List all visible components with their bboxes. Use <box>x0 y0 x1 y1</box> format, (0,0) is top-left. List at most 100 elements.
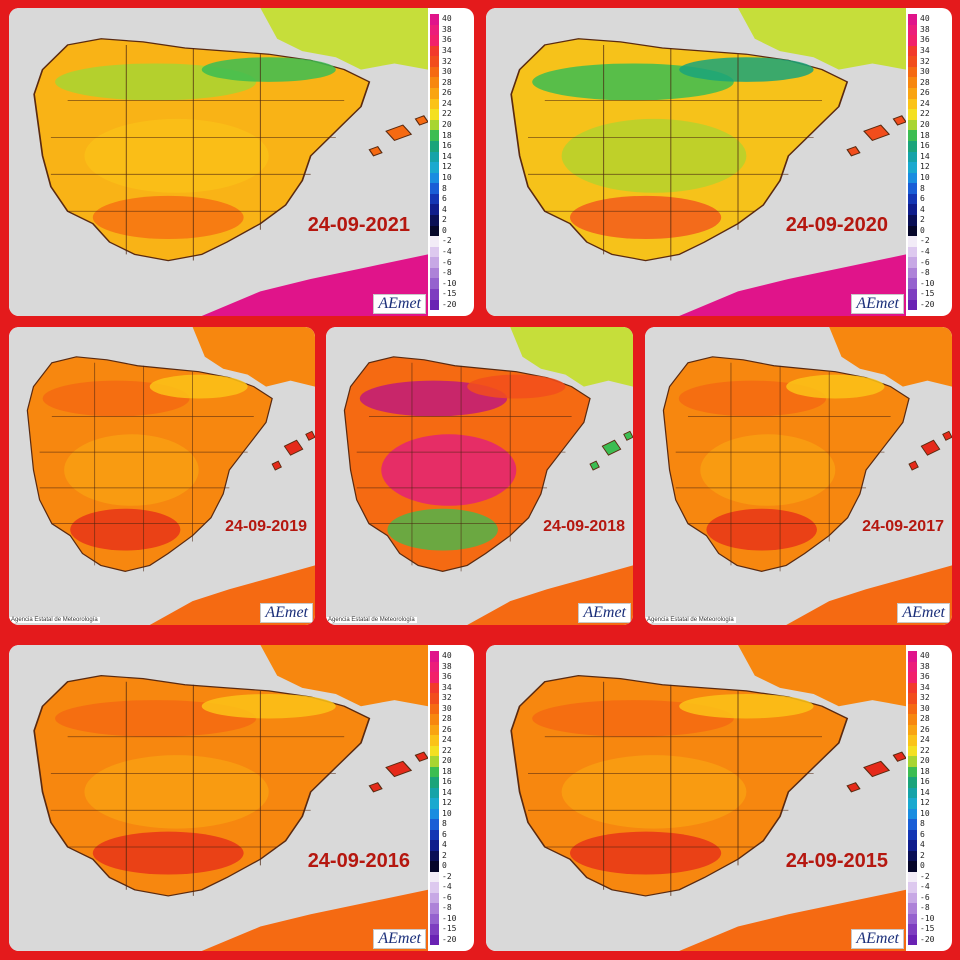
legend-value: 12 <box>920 162 930 172</box>
legend-value: 14 <box>442 151 452 161</box>
legend-swatch <box>430 777 439 788</box>
legend-row: 6 <box>430 193 470 205</box>
legend-swatch <box>908 130 917 141</box>
southern-patch <box>70 508 181 551</box>
legend-value: 30 <box>442 703 452 713</box>
legend-value: -15 <box>920 289 935 299</box>
legend-row: 2 <box>908 214 948 226</box>
agency-credit: Agencia Estatal de Meteorología <box>645 617 736 623</box>
legend-row: -4 <box>430 882 470 893</box>
legend-value: 8 <box>920 183 925 193</box>
legend-row: 2 <box>908 850 948 861</box>
legend-value: 18 <box>920 766 930 776</box>
legend-row: 18 <box>908 130 948 141</box>
legend-row: 36 <box>430 672 470 683</box>
legend-row: -8 <box>908 267 948 279</box>
legend-swatch <box>908 903 917 914</box>
legend-value: 28 <box>920 714 930 724</box>
temperature-map: 24-09-2015 AEmet <box>486 645 906 951</box>
map-panel: 24-09-2019 Agencia Estatal de Meteorologí… <box>9 327 315 625</box>
legend-swatch <box>430 840 439 851</box>
legend-swatch <box>430 903 439 914</box>
legend-row: -10 <box>430 278 470 290</box>
legend-swatch <box>430 766 439 777</box>
legend-value: 20 <box>442 756 452 766</box>
legend-row: 38 <box>430 661 470 672</box>
pyrenees-band <box>679 57 814 82</box>
central-patch <box>84 755 269 829</box>
iberia-map-svg <box>33 645 428 951</box>
legend-swatch <box>908 714 917 725</box>
legend-row: 20 <box>908 119 948 131</box>
balearic-island <box>414 751 428 762</box>
temperature-map: 24-09-2019 Agencia Estatal de Meteorologí… <box>9 327 315 625</box>
southern-patch <box>570 831 722 875</box>
temperature-legend: 40 38 36 34 32 30 28 26 24 22 20 18 16 14 12 10 8 6 4 2 0 -2-… <box>430 14 470 311</box>
legend-swatch <box>430 45 439 57</box>
temperature-map: 24-09-2018 Agencia Estatal de Meteorologí… <box>326 327 633 625</box>
legend-row: 18 <box>430 766 470 777</box>
legend-value: 36 <box>442 35 452 45</box>
legend-swatch <box>430 236 439 247</box>
legend-value: 12 <box>442 162 452 172</box>
balearic-island <box>601 439 622 456</box>
legend-row: 36 <box>430 35 470 46</box>
legend-row: -2 <box>908 871 948 882</box>
legend-value: -20 <box>920 934 935 944</box>
france-region <box>192 327 315 387</box>
legend-row: 40 <box>430 14 470 25</box>
legend-value: 0 <box>442 225 447 235</box>
aemet-logo: AEmet <box>260 603 313 623</box>
legend-row: 12 <box>908 162 948 173</box>
legend-swatch <box>430 756 439 767</box>
legend-swatch <box>430 172 439 184</box>
legend-value: 28 <box>920 77 930 87</box>
legend-value: 36 <box>920 35 930 45</box>
legend-value: 22 <box>442 109 452 119</box>
legend-value: -20 <box>442 299 457 309</box>
date-label: 24-09-2021 <box>307 214 410 236</box>
legend-value: 20 <box>442 120 452 130</box>
legend-swatch <box>908 724 917 735</box>
legend-swatch <box>430 299 439 311</box>
legend-swatch <box>430 829 439 840</box>
temperature-map: 24-09-2016 AEmet <box>9 645 428 951</box>
legend-value: 12 <box>442 798 452 808</box>
legend-value: 34 <box>442 46 452 56</box>
legend-swatch <box>908 45 917 57</box>
legend-swatch <box>430 651 439 662</box>
legend-swatch <box>430 162 439 173</box>
balearic-island <box>414 115 428 126</box>
legend-row: 30 <box>908 703 948 714</box>
legend-swatch <box>908 661 917 672</box>
legend-value: 20 <box>920 756 930 766</box>
iberia-map-svg <box>343 327 633 625</box>
legend-swatch <box>430 661 439 672</box>
legend-swatch <box>430 934 439 945</box>
legend-swatch <box>430 77 439 89</box>
legend-row: -20 <box>430 299 470 311</box>
legend-row: 20 <box>430 119 470 131</box>
legend-row: 24 <box>908 735 948 746</box>
temperature-legend: 40 38 36 34 32 30 28 26 24 22 20 18 16 14 12 10 8 6 4 2 0 -2-… <box>908 14 948 311</box>
legend-swatch <box>908 871 917 882</box>
legend-swatch <box>430 924 439 935</box>
legend-swatch <box>908 172 917 184</box>
legend-value: 24 <box>442 735 452 745</box>
legend-row: 12 <box>430 798 470 809</box>
pyrenees-band <box>149 374 248 399</box>
legend-value: -10 <box>920 278 935 288</box>
legend-swatch <box>430 214 439 226</box>
central-patch <box>561 755 747 829</box>
legend-row: -15 <box>908 924 948 935</box>
legend-swatch <box>430 703 439 714</box>
legend-value: 40 <box>442 651 452 661</box>
aemet-logo: AEmet <box>851 294 904 314</box>
legend-swatch <box>908 840 917 851</box>
legend-value: -4 <box>442 247 452 256</box>
north-africa-region <box>679 889 906 951</box>
legend-value: 14 <box>442 787 452 797</box>
legend-swatch <box>908 236 917 247</box>
legend-row: 26 <box>430 724 470 735</box>
legend-swatch <box>430 735 439 746</box>
